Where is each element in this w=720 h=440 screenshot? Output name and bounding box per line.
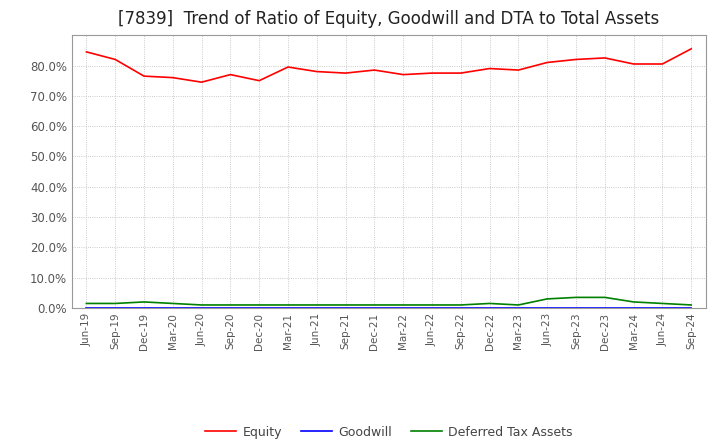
Goodwill — [658, 305, 667, 311]
Goodwill — [399, 305, 408, 311]
Equity — [370, 67, 379, 73]
Deferred Tax Assets — [312, 302, 321, 308]
Goodwill — [111, 305, 120, 311]
Deferred Tax Assets — [370, 302, 379, 308]
Line: Equity: Equity — [86, 49, 691, 82]
Deferred Tax Assets — [111, 301, 120, 306]
Title: [7839]  Trend of Ratio of Equity, Goodwill and DTA to Total Assets: [7839] Trend of Ratio of Equity, Goodwil… — [118, 10, 660, 28]
Goodwill — [629, 305, 638, 311]
Equity — [341, 70, 350, 76]
Deferred Tax Assets — [629, 299, 638, 304]
Equity — [514, 67, 523, 73]
Legend: Equity, Goodwill, Deferred Tax Assets: Equity, Goodwill, Deferred Tax Assets — [200, 421, 577, 440]
Deferred Tax Assets — [399, 302, 408, 308]
Equity — [428, 70, 436, 76]
Goodwill — [197, 305, 206, 311]
Goodwill — [168, 305, 177, 311]
Goodwill — [284, 305, 292, 311]
Equity — [197, 80, 206, 85]
Goodwill — [514, 305, 523, 311]
Goodwill — [428, 305, 436, 311]
Goodwill — [255, 305, 264, 311]
Line: Deferred Tax Assets: Deferred Tax Assets — [86, 297, 691, 305]
Deferred Tax Assets — [284, 302, 292, 308]
Equity — [456, 70, 465, 76]
Deferred Tax Assets — [168, 301, 177, 306]
Equity — [284, 64, 292, 70]
Deferred Tax Assets — [140, 299, 148, 304]
Goodwill — [341, 305, 350, 311]
Equity — [485, 66, 494, 71]
Goodwill — [543, 305, 552, 311]
Equity — [399, 72, 408, 77]
Deferred Tax Assets — [82, 301, 91, 306]
Goodwill — [312, 305, 321, 311]
Equity — [543, 60, 552, 65]
Equity — [600, 55, 609, 61]
Goodwill — [226, 305, 235, 311]
Equity — [658, 61, 667, 66]
Equity — [255, 78, 264, 83]
Equity — [226, 72, 235, 77]
Deferred Tax Assets — [572, 295, 580, 300]
Deferred Tax Assets — [543, 296, 552, 301]
Goodwill — [82, 305, 91, 311]
Deferred Tax Assets — [456, 302, 465, 308]
Deferred Tax Assets — [341, 302, 350, 308]
Goodwill — [572, 305, 580, 311]
Equity — [629, 61, 638, 66]
Goodwill — [687, 305, 696, 311]
Deferred Tax Assets — [226, 302, 235, 308]
Deferred Tax Assets — [600, 295, 609, 300]
Goodwill — [456, 305, 465, 311]
Equity — [82, 49, 91, 55]
Equity — [111, 57, 120, 62]
Deferred Tax Assets — [197, 302, 206, 308]
Deferred Tax Assets — [514, 302, 523, 308]
Equity — [687, 46, 696, 51]
Deferred Tax Assets — [687, 302, 696, 308]
Goodwill — [485, 305, 494, 311]
Goodwill — [600, 305, 609, 311]
Equity — [168, 75, 177, 80]
Deferred Tax Assets — [255, 302, 264, 308]
Equity — [312, 69, 321, 74]
Equity — [140, 73, 148, 79]
Deferred Tax Assets — [658, 301, 667, 306]
Deferred Tax Assets — [485, 301, 494, 306]
Deferred Tax Assets — [428, 302, 436, 308]
Equity — [572, 57, 580, 62]
Goodwill — [140, 305, 148, 311]
Goodwill — [370, 305, 379, 311]
